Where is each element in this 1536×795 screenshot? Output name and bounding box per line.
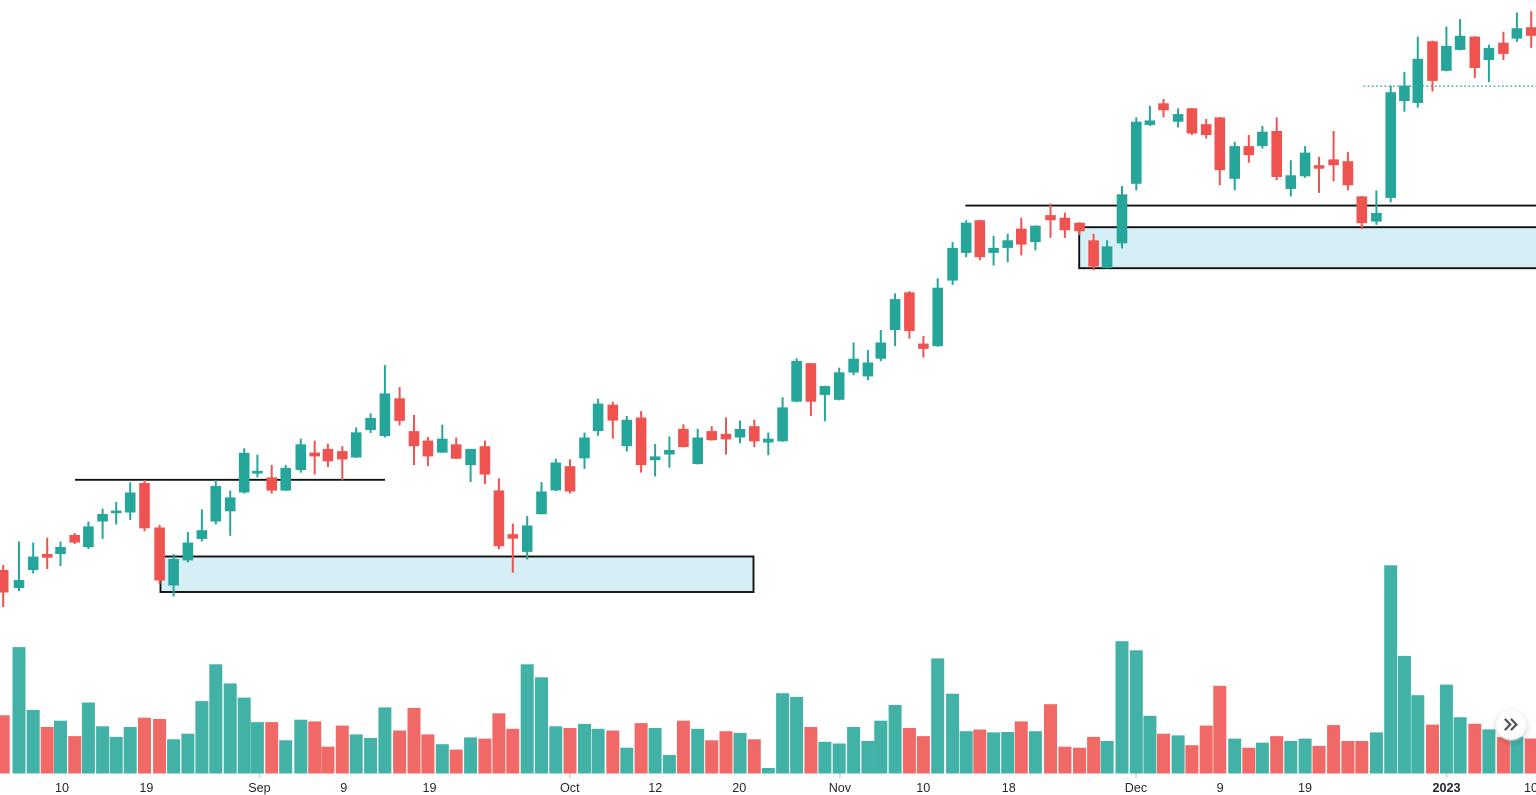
svg-text:Sep: Sep [248,781,270,795]
svg-text:18: 18 [1002,781,1016,795]
svg-text:19: 19 [139,781,153,795]
svg-text:Dec: Dec [1125,781,1147,795]
svg-text:12: 12 [648,781,662,795]
svg-text:2023: 2023 [1432,781,1460,795]
svg-text:19: 19 [1298,781,1312,795]
svg-text:Nov: Nov [829,781,852,795]
svg-text:19: 19 [422,781,436,795]
svg-text:9: 9 [1217,781,1224,795]
svg-text:10: 10 [55,781,69,795]
svg-text:10: 10 [916,781,930,795]
svg-text:20: 20 [732,781,746,795]
svg-text:9: 9 [340,781,347,795]
svg-text:10: 10 [1524,781,1536,795]
svg-text:Oct: Oct [560,781,580,795]
